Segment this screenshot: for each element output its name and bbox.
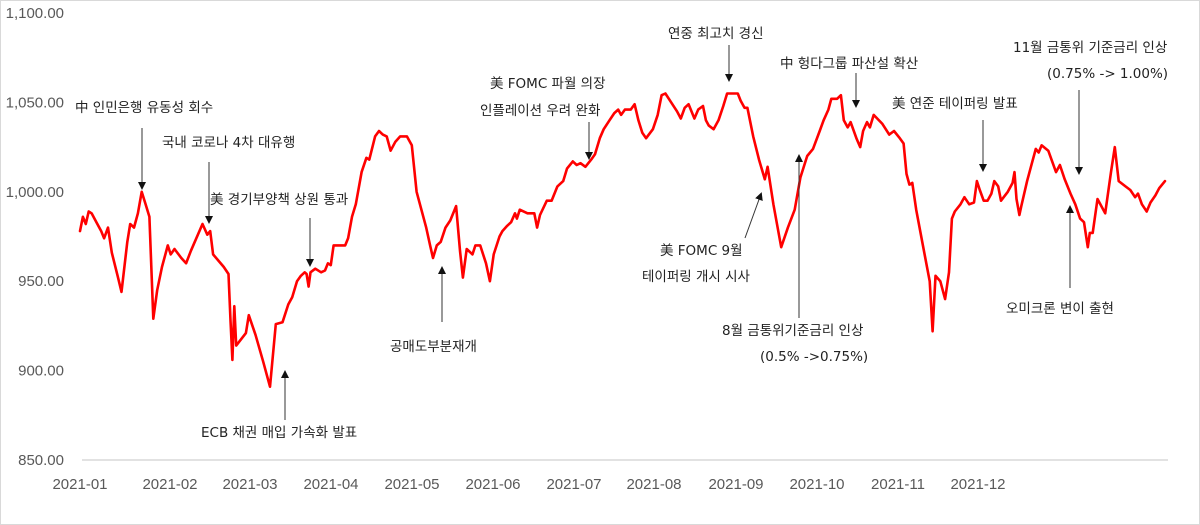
annotation-text: (0.75% -> 1.00%) <box>1047 66 1168 82</box>
x-tick-label: 2021-02 <box>142 476 197 493</box>
annotation-us-stimulus: 美 경기부양책 상원 통과 <box>210 192 348 267</box>
x-tick-label: 2021-10 <box>789 476 844 493</box>
x-tick-label: 2021-03 <box>222 476 277 493</box>
annotation-text: 中 헝다그룹 파산설 확산 <box>780 56 918 72</box>
y-tick-label: 1,100.00 <box>6 5 64 22</box>
x-tick-label: 2021-07 <box>546 476 601 493</box>
annotation-text: 美 FOMC 9월 <box>660 243 743 259</box>
annotation-covid4: 국내 코로나 4차 대유행 <box>162 135 295 224</box>
y-tick-label: 900.00 <box>18 363 64 380</box>
x-tick-label: 2021-06 <box>465 476 520 493</box>
annotation-text: 오미크론 변이 출현 <box>1006 301 1114 317</box>
annotation-ytd-high: 연중 최고치 경신 <box>668 26 764 82</box>
annotation-text: 11월 금통위 기준금리 인상 <box>1013 40 1167 56</box>
x-tick-label: 2021-01 <box>52 476 107 493</box>
annotation-text: (0.5% ->0.75%) <box>760 349 868 365</box>
annotation-arrow-icon <box>744 192 763 239</box>
annotation-text: ECB 채권 매입 가속화 발표 <box>201 425 357 441</box>
series-line <box>78 92 1167 389</box>
x-tick-label: 2021-11 <box>871 476 925 493</box>
y-tick-label: 1,000.00 <box>6 184 64 201</box>
annotation-text: 국내 코로나 4차 대유행 <box>162 135 295 151</box>
x-tick-label: 2021-12 <box>950 476 1005 493</box>
annotation-short-selling: 공매도부분재개 <box>390 266 477 355</box>
annotation-text: 美 연준 테이퍼링 발표 <box>892 96 1018 112</box>
y-axis: 1,100.00 1,050.00 1,000.00 950.00 900.00 850.… <box>6 5 64 469</box>
annotation-text: 美 FOMC 파월 의장 <box>490 76 606 92</box>
y-tick-label: 1,050.00 <box>6 94 64 111</box>
annotation-text: 공매도부분재개 <box>390 339 477 355</box>
annotation-text: 인플레이션 우려 완화 <box>480 103 600 119</box>
annotation-text: 美 경기부양책 상원 통과 <box>210 192 348 208</box>
annotation-ecb: ECB 채권 매입 가속화 발표 <box>201 370 357 441</box>
annotation-omicron: 오미크론 변이 출현 <box>1006 205 1114 317</box>
annotation-evergrande: 中 헝다그룹 파산설 확산 <box>780 56 918 108</box>
x-tick-label: 2021-09 <box>708 476 763 493</box>
annotation-pboc: 中 인민은행 유동성 회수 <box>75 100 213 190</box>
y-tick-label: 850.00 <box>18 452 64 469</box>
x-axis: 2021-01 2021-02 2021-03 2021-04 2021-05 2021-… <box>52 476 1005 493</box>
x-tick-label: 2021-05 <box>384 476 439 493</box>
annotation-text: 연중 최고치 경신 <box>668 26 764 42</box>
annotation-text: 8월 금통위기준금리 인상 <box>722 323 863 339</box>
annotation-aug-rate: 8월 금통위기준금리 인상 (0.5% ->0.75%) <box>722 154 868 365</box>
annotation-tapering: 美 연준 테이퍼링 발표 <box>892 96 1018 172</box>
annotation-text: 中 인민은행 유동성 회수 <box>75 100 213 116</box>
x-tick-label: 2021-08 <box>626 476 681 493</box>
y-tick-label: 950.00 <box>18 273 64 290</box>
x-tick-label: 2021-04 <box>303 476 358 493</box>
annotation-text: 테이퍼링 개시 시사 <box>642 269 751 285</box>
annotation-nov-rate: 11월 금통위 기준금리 인상 (0.75% -> 1.00%) <box>1013 40 1168 175</box>
